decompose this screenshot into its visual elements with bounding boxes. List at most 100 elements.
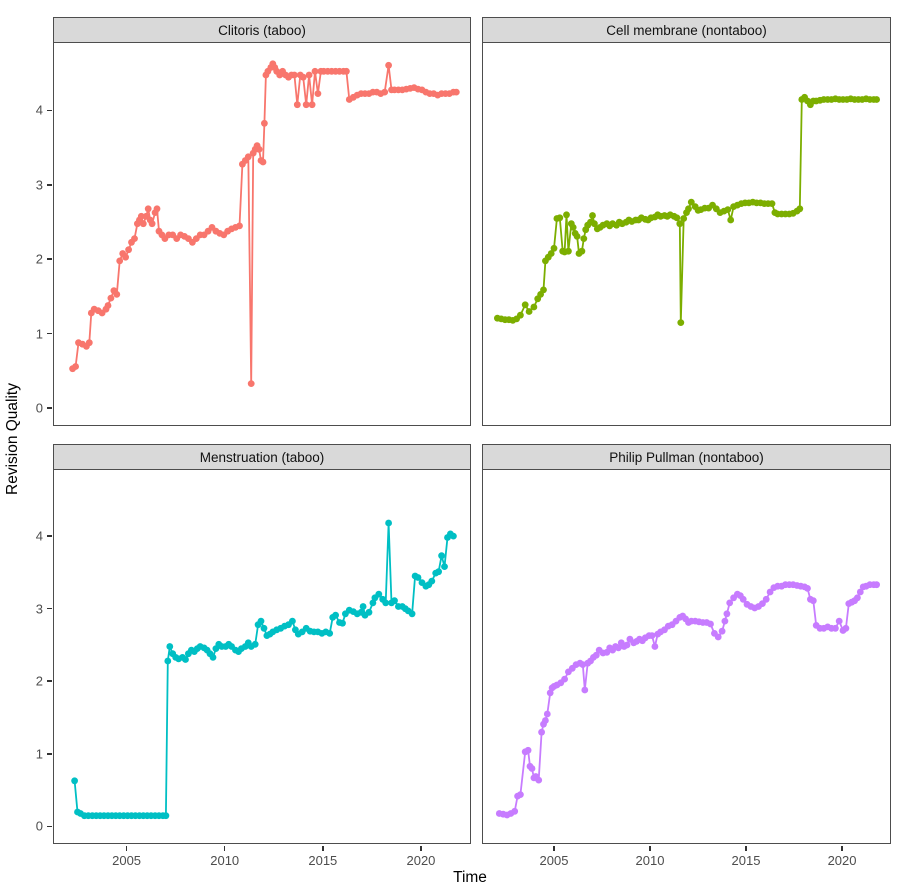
data-point <box>766 588 774 596</box>
facet-strip: Cell membrane (nontaboo) <box>482 17 891 43</box>
plot-area <box>482 470 891 844</box>
data-point <box>762 595 770 603</box>
data-point <box>685 205 692 213</box>
data-point <box>441 563 448 570</box>
x-axis-title: Time <box>453 869 487 886</box>
data-point <box>581 686 589 694</box>
data-point <box>139 220 147 228</box>
x-tick-label: 2010 <box>635 853 665 868</box>
panel-chart-2 <box>71 519 457 820</box>
data-point <box>873 581 880 589</box>
facet-strip-label: Philip Pullman (nontaboo) <box>609 449 764 465</box>
x-tick-label: 2005 <box>539 853 569 868</box>
data-point <box>414 574 422 581</box>
data-point <box>259 158 267 166</box>
data-point <box>162 812 170 820</box>
data-point <box>375 590 383 598</box>
plot-area <box>53 470 471 844</box>
data-point <box>369 599 377 607</box>
data-point <box>680 215 688 222</box>
data-point <box>591 220 598 228</box>
data-point <box>137 212 145 220</box>
data-point <box>542 717 549 724</box>
y-tick-mark <box>47 680 52 682</box>
data-point <box>116 257 124 265</box>
data-point <box>381 88 389 96</box>
panel-chart-3 <box>495 581 880 819</box>
y-tick-label: 2 <box>35 251 43 267</box>
facet-panel-menstruation: Menstruation (taboo) <box>53 444 471 844</box>
facet-strip: Philip Pullman (nontaboo) <box>482 444 891 470</box>
data-point <box>873 96 880 103</box>
data-point <box>796 205 804 213</box>
data-point <box>524 746 532 754</box>
y-tick-label: 3 <box>35 177 43 193</box>
data-point <box>517 791 524 798</box>
data-point <box>164 657 172 665</box>
y-tick-label: 4 <box>35 102 43 118</box>
data-point <box>556 214 564 222</box>
data-point <box>589 212 596 219</box>
x-tick-mark <box>420 846 422 851</box>
y-tick-label: 0 <box>35 400 43 416</box>
data-point <box>385 61 392 69</box>
data-point <box>727 216 735 224</box>
y-tick-label: 1 <box>35 326 43 342</box>
plot-area <box>482 43 891 426</box>
data-point <box>291 71 298 79</box>
data-point <box>131 235 138 243</box>
data-point <box>573 233 581 240</box>
data-point <box>768 200 776 208</box>
data-point <box>122 253 129 261</box>
data-point <box>724 206 732 214</box>
data-point <box>673 214 681 222</box>
data-point <box>718 627 726 635</box>
y-tick-mark <box>47 184 52 186</box>
data-point <box>804 585 811 592</box>
data-point <box>452 88 460 96</box>
x-tick-label: 2015 <box>308 853 338 868</box>
x-tick-label: 2010 <box>210 853 240 868</box>
y-tick-label: 1 <box>35 746 43 762</box>
data-point <box>651 643 659 650</box>
data-point <box>125 246 132 254</box>
y-tick-mark <box>47 332 52 335</box>
x-tick-label: 2020 <box>827 853 857 868</box>
data-point <box>244 153 252 161</box>
data-point <box>293 101 301 109</box>
data-point <box>687 198 695 206</box>
data-point <box>339 619 346 627</box>
data-point <box>528 765 536 772</box>
y-tick-label: 3 <box>35 601 43 617</box>
data-point <box>525 308 533 315</box>
data-point <box>408 610 416 618</box>
data-point <box>209 654 217 661</box>
data-point <box>251 640 259 648</box>
data-point <box>166 643 174 650</box>
data-point <box>450 532 457 540</box>
data-point <box>428 577 436 585</box>
x-tick-label: 2005 <box>112 853 142 868</box>
data-point <box>569 224 577 231</box>
data-point <box>721 617 729 625</box>
data-point <box>104 302 112 309</box>
y-tick-mark <box>47 109 52 112</box>
y-tick-mark <box>47 607 52 610</box>
data-point <box>144 205 152 213</box>
x-tick-mark <box>745 846 747 851</box>
data-point <box>308 101 316 109</box>
data-point <box>85 339 93 347</box>
y-axis-title: Revision Quality <box>4 383 21 495</box>
data-point <box>113 291 121 298</box>
data-point <box>385 519 392 527</box>
data-point <box>314 90 322 97</box>
data-point <box>565 247 572 255</box>
y-tick-mark <box>47 258 52 260</box>
data-point <box>538 728 545 736</box>
data-point <box>580 235 588 243</box>
data-point <box>707 620 714 628</box>
facet-strip: Clitoris (taboo) <box>53 17 471 43</box>
x-tick-mark <box>553 846 555 851</box>
x-tick-mark <box>649 846 651 851</box>
data-point <box>435 568 442 576</box>
